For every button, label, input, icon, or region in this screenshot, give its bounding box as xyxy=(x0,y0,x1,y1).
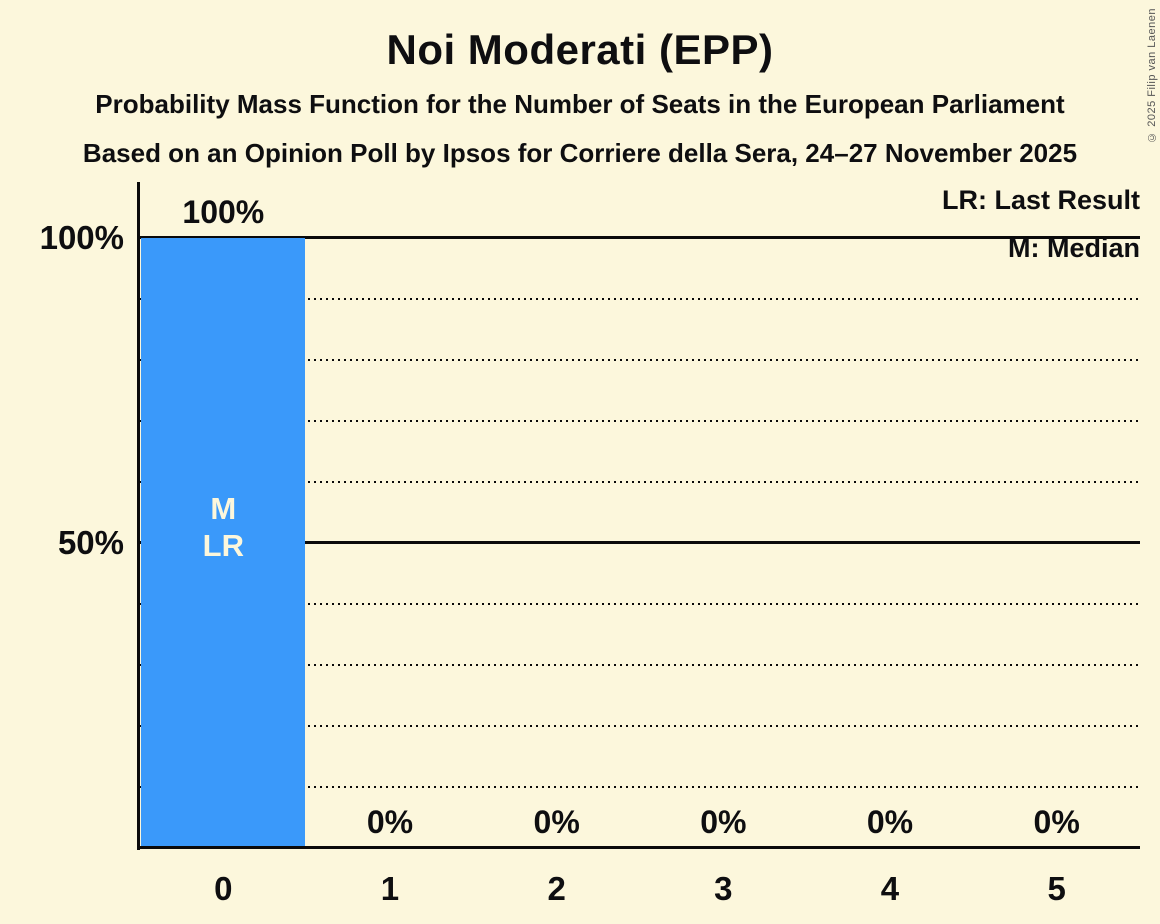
gridline-dotted-40pct xyxy=(140,602,1140,605)
x-tick-label-1: 1 xyxy=(380,870,400,907)
gridline-dotted-80pct xyxy=(140,358,1140,361)
x-tick-label-0: 0 xyxy=(214,870,233,907)
chart-subtitle: Probability Mass Function for the Number… xyxy=(95,89,1065,119)
bar-value-label-1: 0% xyxy=(366,803,414,840)
legend-median: M: Median xyxy=(1008,233,1140,263)
x-tick-label-4: 4 xyxy=(880,870,900,907)
y-tick-label-50pct: 50% xyxy=(57,523,124,561)
bar-annotation-line-m: M xyxy=(210,491,237,526)
x-axis-line xyxy=(137,846,1140,849)
y-tick-label-100pct: 100% xyxy=(39,218,124,256)
gridline-dotted-30pct xyxy=(140,663,1140,666)
legend-last-result: LR: Last Result xyxy=(941,185,1140,215)
gridline-solid-100pct xyxy=(140,236,1140,239)
bar-value-label-4: 0% xyxy=(866,803,914,840)
bar-seats-0 xyxy=(141,237,305,847)
gridline-dotted-10pct xyxy=(140,785,1140,788)
gridline-dotted-20pct xyxy=(140,724,1140,727)
bar-value-label-3: 0% xyxy=(700,803,747,840)
bar-value-label-2: 0% xyxy=(533,803,580,840)
plot-area: 100% 0 0% 1 0% 2 0% 3 0% 4 0% 5 M LR xyxy=(137,182,1140,907)
gridline-dotted-60pct xyxy=(140,480,1140,483)
x-tick-label-2: 2 xyxy=(547,870,566,907)
gridline-solid-50pct xyxy=(140,541,1140,544)
copyright-notice: © 2025 Filip van Laenen xyxy=(1146,8,1158,143)
bar-annotation-line-lr: LR xyxy=(202,528,244,563)
x-tick-label-5: 5 xyxy=(1047,870,1066,907)
page-title: Noi Moderati (EPP) xyxy=(386,26,774,73)
y-axis-line xyxy=(137,182,140,850)
bar-value-label-0: 100% xyxy=(182,193,265,230)
bar-annotation-median-lastresult: M LR xyxy=(140,490,307,564)
gridline-dotted-90pct xyxy=(140,297,1140,300)
chart-source-line: Based on an Opinion Poll by Ipsos for Co… xyxy=(82,138,1078,168)
gridline-dotted-70pct xyxy=(140,419,1140,422)
bar-value-label-5: 0% xyxy=(1033,803,1080,840)
x-tick-label-3: 3 xyxy=(714,870,733,907)
